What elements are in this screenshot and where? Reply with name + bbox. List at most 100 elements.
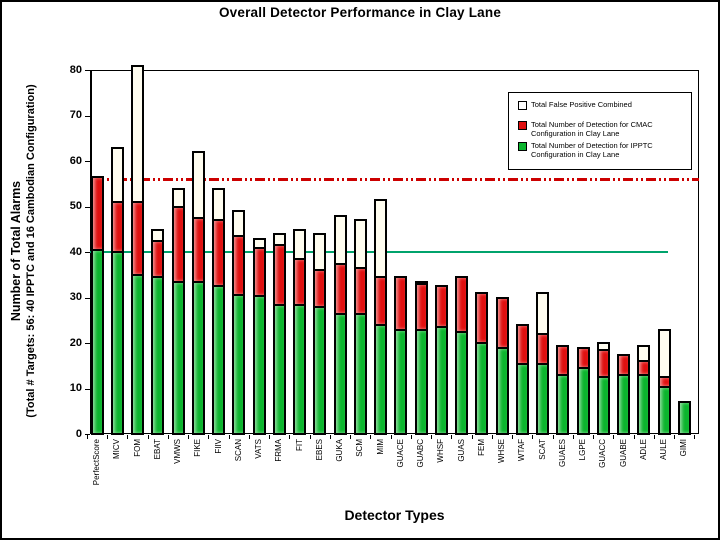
bar-segment-cmac [598,351,608,379]
bar-segment-cmac [274,246,284,306]
x-tick-mark [86,435,88,439]
bar-segment-cmac [517,326,527,365]
legend-label-cmac: Total Number of Detection for CMAC Confi… [531,120,653,138]
x-tick-mark [532,435,534,439]
x-category-label: GIMI [679,439,689,457]
legend: Total False Positive Combined Total Numb… [508,92,692,170]
x-category-label: FIKE [193,439,203,457]
bar-FRMA [272,233,286,435]
bar-EBAT [151,228,165,435]
bar-segment-cmac [619,355,628,377]
y-tick-label: 80 [69,63,82,76]
bar-segment-cmac [659,378,669,388]
x-tick-mark [572,435,574,439]
total-target-line-56 [94,177,699,181]
bar-segment-cmac [92,178,102,251]
y-axis-title-line2: (Total # Targets: 56: 40 IPPTC and 16 Ca… [25,84,37,418]
y-axis-title-line1: Number of Total Alarms [9,180,23,322]
bar-segment-cmac [315,271,325,308]
bar-segment-cmac [497,298,507,349]
bar-segment-false-positive [315,235,325,272]
bar-segment-ipptc [92,250,102,433]
bar-GUAES [556,344,570,435]
bar-segment-ipptc [133,276,142,433]
y-tick-label: 10 [69,382,82,394]
bar-GIMI [677,401,691,435]
bar-segment-cmac [234,237,244,297]
bar-VATS [252,237,266,435]
x-category-label: GUAES [557,439,567,468]
x-category-label: SCAN [233,439,243,462]
x-axis-title: Detector Types [344,507,445,523]
bar-WHSF [434,285,448,435]
y-tick-label: 20 [69,336,82,349]
cmac-swatch-icon [518,121,527,130]
x-tick-mark [350,435,352,439]
bar-segment-false-positive [598,344,608,352]
bar-GUACE [394,276,408,435]
bar-segment-cmac [416,285,426,331]
bar-SCM [353,219,367,435]
bar-segment-ipptc [315,307,325,433]
false-positive-swatch-icon [518,101,527,110]
x-tick-mark [248,435,250,439]
bar-segment-false-positive [193,153,203,220]
x-category-label: LGPE [578,439,587,461]
bar-segment-ipptc [254,296,264,433]
bar-segment-ipptc [457,332,466,433]
y-tick-mark [85,70,90,71]
x-tick-mark [289,435,291,439]
bar-EBES [313,233,327,435]
x-category-label: MICV [112,439,122,459]
y-tick-mark [85,388,90,390]
y-tick-mark [85,161,90,162]
y-tick-label: 60 [69,154,82,167]
bar-segment-cmac [355,269,365,315]
legend-item-false-positive: Total False Positive Combined [518,100,687,110]
bar-segment-cmac [578,348,588,370]
chart-title: Overall Detector Performance in Clay Lan… [218,5,502,20]
y-tick-label: 30 [69,291,82,303]
bar-segment-ipptc [153,278,163,433]
bar-segment-cmac [538,335,547,365]
bar-FEM [475,292,489,435]
x-tick-mark [329,435,331,439]
bar-SCAN [232,210,246,435]
x-tick-mark [451,435,453,439]
x-tick-mark [167,435,169,439]
bar-segment-ipptc [274,305,284,433]
bar-GUKA [333,214,347,435]
y-tick-mark [85,206,90,208]
x-category-label: MIM [375,439,385,455]
bar-segment-ipptc [578,369,588,433]
bar-WTAF [515,324,529,435]
bar-segment-false-positive [254,239,264,249]
x-tick-mark [410,435,412,439]
x-category-label: GUACC [598,439,608,468]
bar-segment-false-positive [133,66,142,204]
bar-segment-ipptc [396,330,406,433]
bar-SCAT [536,292,549,435]
y-tick-label: 50 [69,200,82,212]
x-tick-mark [471,435,473,439]
x-category-label: SCAT [537,439,547,460]
x-tick-mark [613,435,615,439]
x-category-label: GUABE [618,439,628,468]
legend-label-ipptc: Total Number of Detection for IPPTC Conf… [531,141,653,159]
bar-segment-cmac [558,346,568,377]
x-tick-mark [127,435,129,439]
y-tick-label: 70 [69,109,82,121]
bar-segment-false-positive [153,230,163,242]
bar-segment-false-positive [274,235,284,247]
x-category-label: GUKA [335,439,344,462]
bar-segment-ipptc [173,282,183,433]
bar-segment-ipptc [376,326,385,433]
bar-segment-cmac [153,241,163,279]
bar-segment-cmac [112,203,122,254]
bar-FIKE [191,151,205,435]
x-category-label: FRMA [274,439,284,462]
x-tick-mark [653,435,655,439]
bar-MIM [374,198,387,435]
bar-segment-false-positive [659,330,669,379]
bar-segment-false-positive [538,294,547,336]
